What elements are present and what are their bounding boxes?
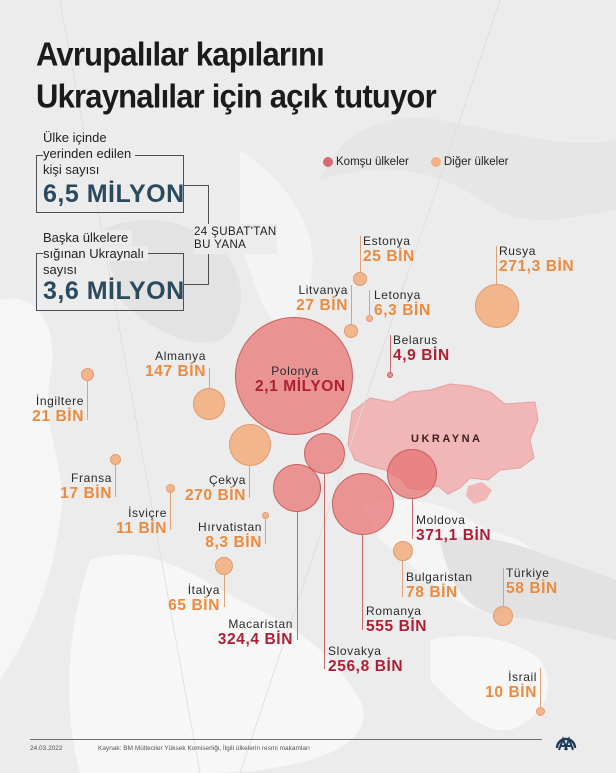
other-dot-icon — [430, 157, 441, 167]
refugees-label: Başka ülkelere sığınan Ukraynalı sayısı — [43, 230, 149, 278]
leader-italya — [224, 575, 225, 607]
label-letonya: Letonya 6,3 BİN — [374, 288, 431, 319]
bubble-estonya — [353, 272, 367, 286]
displaced-label: Ülke içinde yerinden edilen kişi sayısı — [43, 130, 136, 178]
bubble-letonya — [366, 315, 373, 322]
label-belarus: Belarus 4,9 BİN — [393, 333, 450, 364]
legend: Komşu ülkeler Diğer ülkeler — [323, 156, 526, 168]
leader-turkiye — [503, 568, 504, 606]
leader-israil — [540, 668, 541, 707]
leader-moldova — [412, 499, 413, 539]
leader-macaristan — [297, 512, 298, 640]
leader-rusya — [496, 246, 497, 284]
refugees-value: 3,6 MİLYON — [43, 277, 185, 305]
leader-ingiltere — [87, 381, 88, 420]
neighbor-dot-icon — [323, 157, 333, 167]
bubble-belarus — [387, 372, 393, 378]
leader-belarus — [390, 335, 391, 373]
bubble-bulgaristan — [393, 541, 413, 561]
label-bulgaristan: Bulgaristan 78 BİN — [406, 570, 473, 601]
aa-logo-icon — [555, 736, 577, 751]
label-cekya: Çekya 270 BİN — [184, 473, 246, 504]
label-isvicre: İsviçre 11 BİN — [116, 506, 167, 537]
bubble-polonya — [235, 317, 353, 435]
bubble-cekya — [229, 424, 271, 466]
bubble-fransa — [110, 454, 121, 465]
bubble-italya — [215, 557, 233, 575]
label-hirvatistan: Hırvatistan 8,3 BİN — [198, 520, 262, 551]
leader-bulgaristan — [402, 561, 403, 597]
footer-source: Kaynak: BM Mülteciler Yüksek Komiserliği… — [98, 745, 310, 752]
label-ingiltere: İngiltere 21 BİN — [32, 394, 84, 425]
title-line-1: Avrupalılar kapılarını — [36, 35, 325, 73]
leader-estonya — [360, 236, 361, 272]
label-macaristan: Macaristan 324,4 BİN — [217, 617, 293, 648]
title-line-2: Ukraynalılar için açık tutuyor — [36, 77, 437, 116]
label-moldova: Moldova 371,1 BİN — [416, 513, 492, 544]
leader-fransa — [115, 465, 116, 497]
bubble-israil — [536, 707, 545, 716]
bubble-isvicre — [166, 484, 175, 493]
ukraine-label: UKRAYNA — [411, 433, 483, 445]
legend-neighbor: Komşu ülkeler — [323, 156, 409, 168]
legend-other: Diğer ülkeler — [430, 156, 508, 168]
bubble-romanya — [332, 473, 394, 535]
bubble-rusya — [475, 284, 519, 328]
leader-cekya — [249, 466, 250, 498]
footer-date: 24.03.2022 — [30, 745, 63, 752]
label-turkiye: Türkiye 58 BİN — [506, 566, 558, 597]
bubble-almanya — [193, 388, 225, 420]
leader-letonya — [369, 290, 370, 315]
infographic-title: Avrupalılar kapılarını Ukraynalılar için… — [36, 33, 437, 117]
leader-almanya — [209, 368, 210, 388]
label-litvanya: Litvanya 27 BİN — [296, 283, 348, 314]
label-rusya: Rusya 271,3 BİN — [499, 244, 575, 275]
bubble-litvanya — [344, 324, 358, 338]
label-slovakya: Slovakya 256,8 BİN — [328, 644, 404, 675]
bubble-turkiye — [493, 606, 513, 626]
bubble-slovakya — [304, 433, 345, 474]
leader-isvicre — [170, 493, 171, 530]
leader-hirvatistan — [265, 519, 266, 544]
label-polonya: Polonya 2,1 MİLYON — [255, 364, 346, 395]
leader-litvanya — [351, 285, 352, 324]
label-italya: İtalya 65 BİN — [168, 583, 220, 614]
bubble-hirvatistan — [262, 512, 269, 519]
bubble-moldova — [387, 449, 437, 499]
bubble-macaristan — [273, 464, 321, 512]
label-estonya: Estonya 25 BİN — [363, 234, 415, 265]
displaced-value: 6,5 MİLYON — [43, 180, 185, 208]
label-almanya: Almanya 147 BİN — [144, 349, 206, 380]
since-date-label: 24 ŞUBAT'TAN BU YANA — [194, 224, 277, 254]
leader-slovakya — [324, 474, 325, 669]
bubble-ingiltere — [81, 368, 94, 381]
leader-romanya — [362, 535, 363, 630]
label-israil: İsrail 10 BİN — [485, 670, 537, 701]
footer-divider — [30, 739, 542, 740]
label-romanya: Romanya 555 BİN — [366, 604, 428, 635]
label-fransa: Fransa 17 BİN — [60, 471, 112, 502]
